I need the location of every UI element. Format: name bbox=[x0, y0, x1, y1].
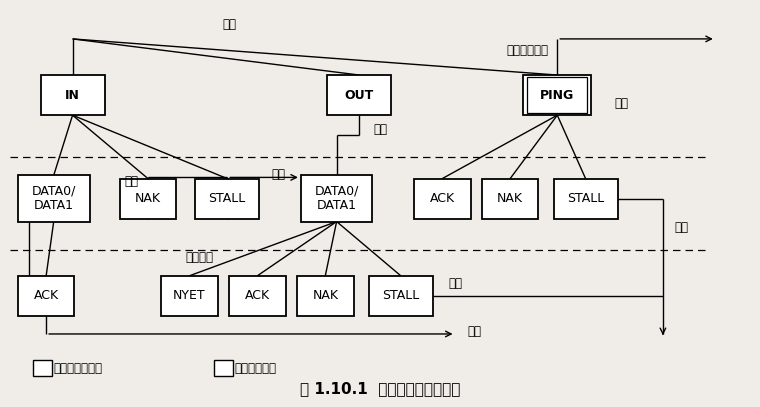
Bar bbox=[40, 75, 105, 115]
Text: 图 1.10.1  批量事务流程示意图: 图 1.10.1 批量事务流程示意图 bbox=[299, 381, 461, 396]
Text: DATA0/
DATA1: DATA0/ DATA1 bbox=[315, 184, 359, 212]
Text: 表示主机输出；: 表示主机输出； bbox=[53, 361, 103, 374]
Bar bbox=[553, 179, 618, 219]
Text: 表示设备返回: 表示设备返回 bbox=[234, 361, 277, 374]
Text: IN: IN bbox=[65, 89, 80, 102]
Text: OUT: OUT bbox=[344, 89, 374, 102]
Text: ACK: ACK bbox=[33, 289, 59, 302]
Bar bbox=[229, 276, 286, 316]
Bar bbox=[328, 75, 391, 115]
Text: 出错: 出错 bbox=[373, 123, 387, 136]
Bar bbox=[297, 276, 353, 316]
Text: NAK: NAK bbox=[497, 192, 523, 205]
Text: 出错: 出错 bbox=[124, 175, 138, 188]
Bar bbox=[524, 75, 591, 115]
Bar bbox=[120, 179, 176, 219]
Text: 高速专用: 高速专用 bbox=[185, 251, 213, 264]
Text: 空闲: 空闲 bbox=[271, 168, 285, 181]
Text: DATA0/
DATA1: DATA0/ DATA1 bbox=[31, 184, 76, 212]
Text: 出错: 出错 bbox=[614, 96, 629, 109]
Text: NYET: NYET bbox=[173, 289, 206, 302]
Text: STALL: STALL bbox=[567, 192, 604, 205]
Bar bbox=[301, 175, 372, 221]
Text: NAK: NAK bbox=[312, 289, 338, 302]
Text: NAK: NAK bbox=[135, 192, 161, 205]
Bar bbox=[33, 360, 52, 376]
Bar bbox=[482, 179, 538, 219]
Text: 空闲: 空闲 bbox=[675, 221, 689, 234]
Text: 出错: 出错 bbox=[448, 277, 462, 290]
Bar bbox=[195, 179, 259, 219]
Bar bbox=[18, 276, 74, 316]
Bar bbox=[214, 360, 233, 376]
Text: 空闲: 空闲 bbox=[467, 326, 481, 339]
Bar bbox=[161, 276, 218, 316]
Bar bbox=[414, 179, 470, 219]
Text: ACK: ACK bbox=[429, 192, 454, 205]
Text: 高速输出专用: 高速输出专用 bbox=[506, 44, 548, 57]
Bar bbox=[369, 276, 432, 316]
Text: STALL: STALL bbox=[382, 289, 420, 302]
Text: PING: PING bbox=[540, 89, 575, 102]
Bar bbox=[527, 77, 587, 113]
Bar bbox=[18, 175, 90, 221]
Text: 空闲: 空闲 bbox=[222, 18, 236, 31]
Text: ACK: ACK bbox=[245, 289, 270, 302]
Text: STALL: STALL bbox=[208, 192, 245, 205]
